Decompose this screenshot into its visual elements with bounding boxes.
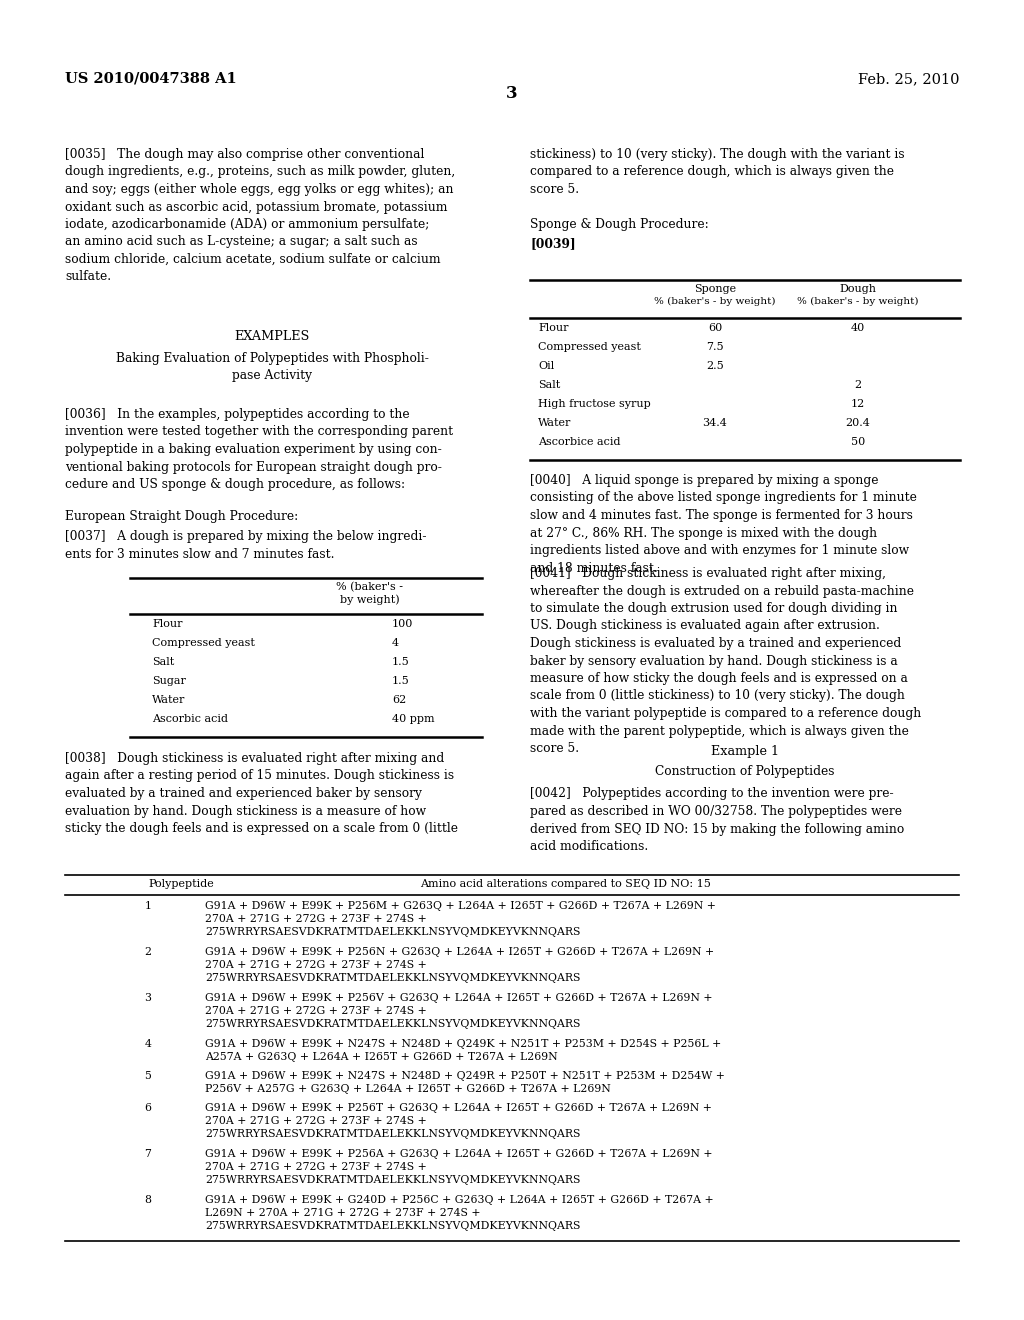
Text: Ascorbic acid: Ascorbic acid [152, 714, 228, 723]
Text: % (baker's - by weight): % (baker's - by weight) [654, 297, 776, 306]
Text: G91A + D96W + E99K + P256V + G263Q + L264A + I265T + G266D + T267A + L269N +
270: G91A + D96W + E99K + P256V + G263Q + L26… [205, 993, 713, 1028]
Text: [0042]   Polypeptides according to the invention were pre-
pared as described in: [0042] Polypeptides according to the inv… [530, 788, 904, 853]
Text: % (baker's -
by weight): % (baker's - by weight) [337, 582, 403, 606]
Text: Flour: Flour [538, 323, 568, 333]
Text: 6: 6 [144, 1104, 152, 1113]
Text: 1: 1 [144, 902, 152, 911]
Text: 62: 62 [392, 696, 407, 705]
Text: 40 ppm: 40 ppm [392, 714, 434, 723]
Text: Sponge: Sponge [694, 284, 736, 294]
Text: [0039]: [0039] [530, 238, 575, 249]
Text: Sugar: Sugar [152, 676, 186, 686]
Text: Ascorbice acid: Ascorbice acid [538, 437, 621, 447]
Text: 4: 4 [144, 1039, 152, 1049]
Text: Compressed yeast: Compressed yeast [538, 342, 641, 352]
Text: Compressed yeast: Compressed yeast [152, 638, 255, 648]
Text: Oil: Oil [538, 360, 554, 371]
Text: 12: 12 [851, 399, 865, 409]
Text: 1.5: 1.5 [392, 676, 410, 686]
Text: Feb. 25, 2010: Feb. 25, 2010 [857, 73, 959, 86]
Text: 2.5: 2.5 [707, 360, 724, 371]
Text: [0036]   In the examples, polypeptides according to the
invention were tested to: [0036] In the examples, polypeptides acc… [65, 408, 454, 491]
Text: 34.4: 34.4 [702, 418, 727, 428]
Text: Water: Water [152, 696, 185, 705]
Text: 8: 8 [144, 1195, 152, 1205]
Text: 100: 100 [392, 619, 414, 630]
Text: High fructose syrup: High fructose syrup [538, 399, 650, 409]
Text: [0040]   A liquid sponge is prepared by mixing a sponge
consisting of the above : [0040] A liquid sponge is prepared by mi… [530, 474, 916, 574]
Text: Dough: Dough [840, 284, 877, 294]
Text: Polypeptide: Polypeptide [148, 879, 214, 888]
Text: G91A + D96W + E99K + N247S + N248D + Q249K + N251T + P253M + D254S + P256L +
A25: G91A + D96W + E99K + N247S + N248D + Q24… [205, 1039, 721, 1061]
Text: 20.4: 20.4 [846, 418, 870, 428]
Text: Baking Evaluation of Polypeptides with Phospholi-
pase Activity: Baking Evaluation of Polypeptides with P… [116, 352, 428, 383]
Text: 3: 3 [506, 84, 518, 102]
Text: [0038]   Dough stickiness is evaluated right after mixing and
again after a rest: [0038] Dough stickiness is evaluated rig… [65, 752, 458, 836]
Text: US 2010/0047388 A1: US 2010/0047388 A1 [65, 73, 237, 86]
Text: 4: 4 [392, 638, 399, 648]
Text: Amino acid alterations compared to SEQ ID NO: 15: Amino acid alterations compared to SEQ I… [420, 879, 711, 888]
Text: G91A + D96W + E99K + G240D + P256C + G263Q + L264A + I265T + G266D + T267A +
L26: G91A + D96W + E99K + G240D + P256C + G26… [205, 1195, 714, 1230]
Text: 7: 7 [144, 1148, 152, 1159]
Text: 1.5: 1.5 [392, 657, 410, 667]
Text: 40: 40 [851, 323, 865, 333]
Text: Flour: Flour [152, 619, 182, 630]
Text: European Straight Dough Procedure:: European Straight Dough Procedure: [65, 510, 298, 523]
Text: Salt: Salt [538, 380, 560, 389]
Text: [0035]   The dough may also comprise other conventional
dough ingredients, e.g.,: [0035] The dough may also comprise other… [65, 148, 456, 284]
Text: 7.5: 7.5 [707, 342, 724, 352]
Text: G91A + D96W + E99K + P256N + G263Q + L264A + I265T + G266D + T267A + L269N +
270: G91A + D96W + E99K + P256N + G263Q + L26… [205, 946, 714, 982]
Text: 2: 2 [854, 380, 861, 389]
Text: 2: 2 [144, 946, 152, 957]
Text: G91A + D96W + E99K + P256T + G263Q + L264A + I265T + G266D + T267A + L269N +
270: G91A + D96W + E99K + P256T + G263Q + L26… [205, 1104, 712, 1139]
Text: 50: 50 [851, 437, 865, 447]
Text: Example 1: Example 1 [711, 746, 779, 759]
Text: G91A + D96W + E99K + N247S + N248D + Q249R + P250T + N251T + P253M + D254W +
P25: G91A + D96W + E99K + N247S + N248D + Q24… [205, 1071, 725, 1094]
Text: % (baker's - by weight): % (baker's - by weight) [798, 297, 919, 306]
Text: Salt: Salt [152, 657, 174, 667]
Text: [0037]   A dough is prepared by mixing the below ingredi-
ents for 3 minutes slo: [0037] A dough is prepared by mixing the… [65, 531, 427, 561]
Text: EXAMPLES: EXAMPLES [234, 330, 309, 343]
Text: G91A + D96W + E99K + P256M + G263Q + L264A + I265T + G266D + T267A + L269N +
270: G91A + D96W + E99K + P256M + G263Q + L26… [205, 902, 716, 937]
Text: G91A + D96W + E99K + P256A + G263Q + L264A + I265T + G266D + T267A + L269N +
270: G91A + D96W + E99K + P256A + G263Q + L26… [205, 1148, 713, 1184]
Text: Construction of Polypeptides: Construction of Polypeptides [655, 766, 835, 779]
Text: Sponge & Dough Procedure:: Sponge & Dough Procedure: [530, 218, 709, 231]
Text: 5: 5 [144, 1071, 152, 1081]
Text: [0041]   Dough stickiness is evaluated right after mixing,
whereafter the dough : [0041] Dough stickiness is evaluated rig… [530, 568, 922, 755]
Text: 60: 60 [708, 323, 722, 333]
Text: stickiness) to 10 (very sticky). The dough with the variant is
compared to a ref: stickiness) to 10 (very sticky). The dou… [530, 148, 904, 195]
Text: Water: Water [538, 418, 571, 428]
Text: 3: 3 [144, 993, 152, 1003]
